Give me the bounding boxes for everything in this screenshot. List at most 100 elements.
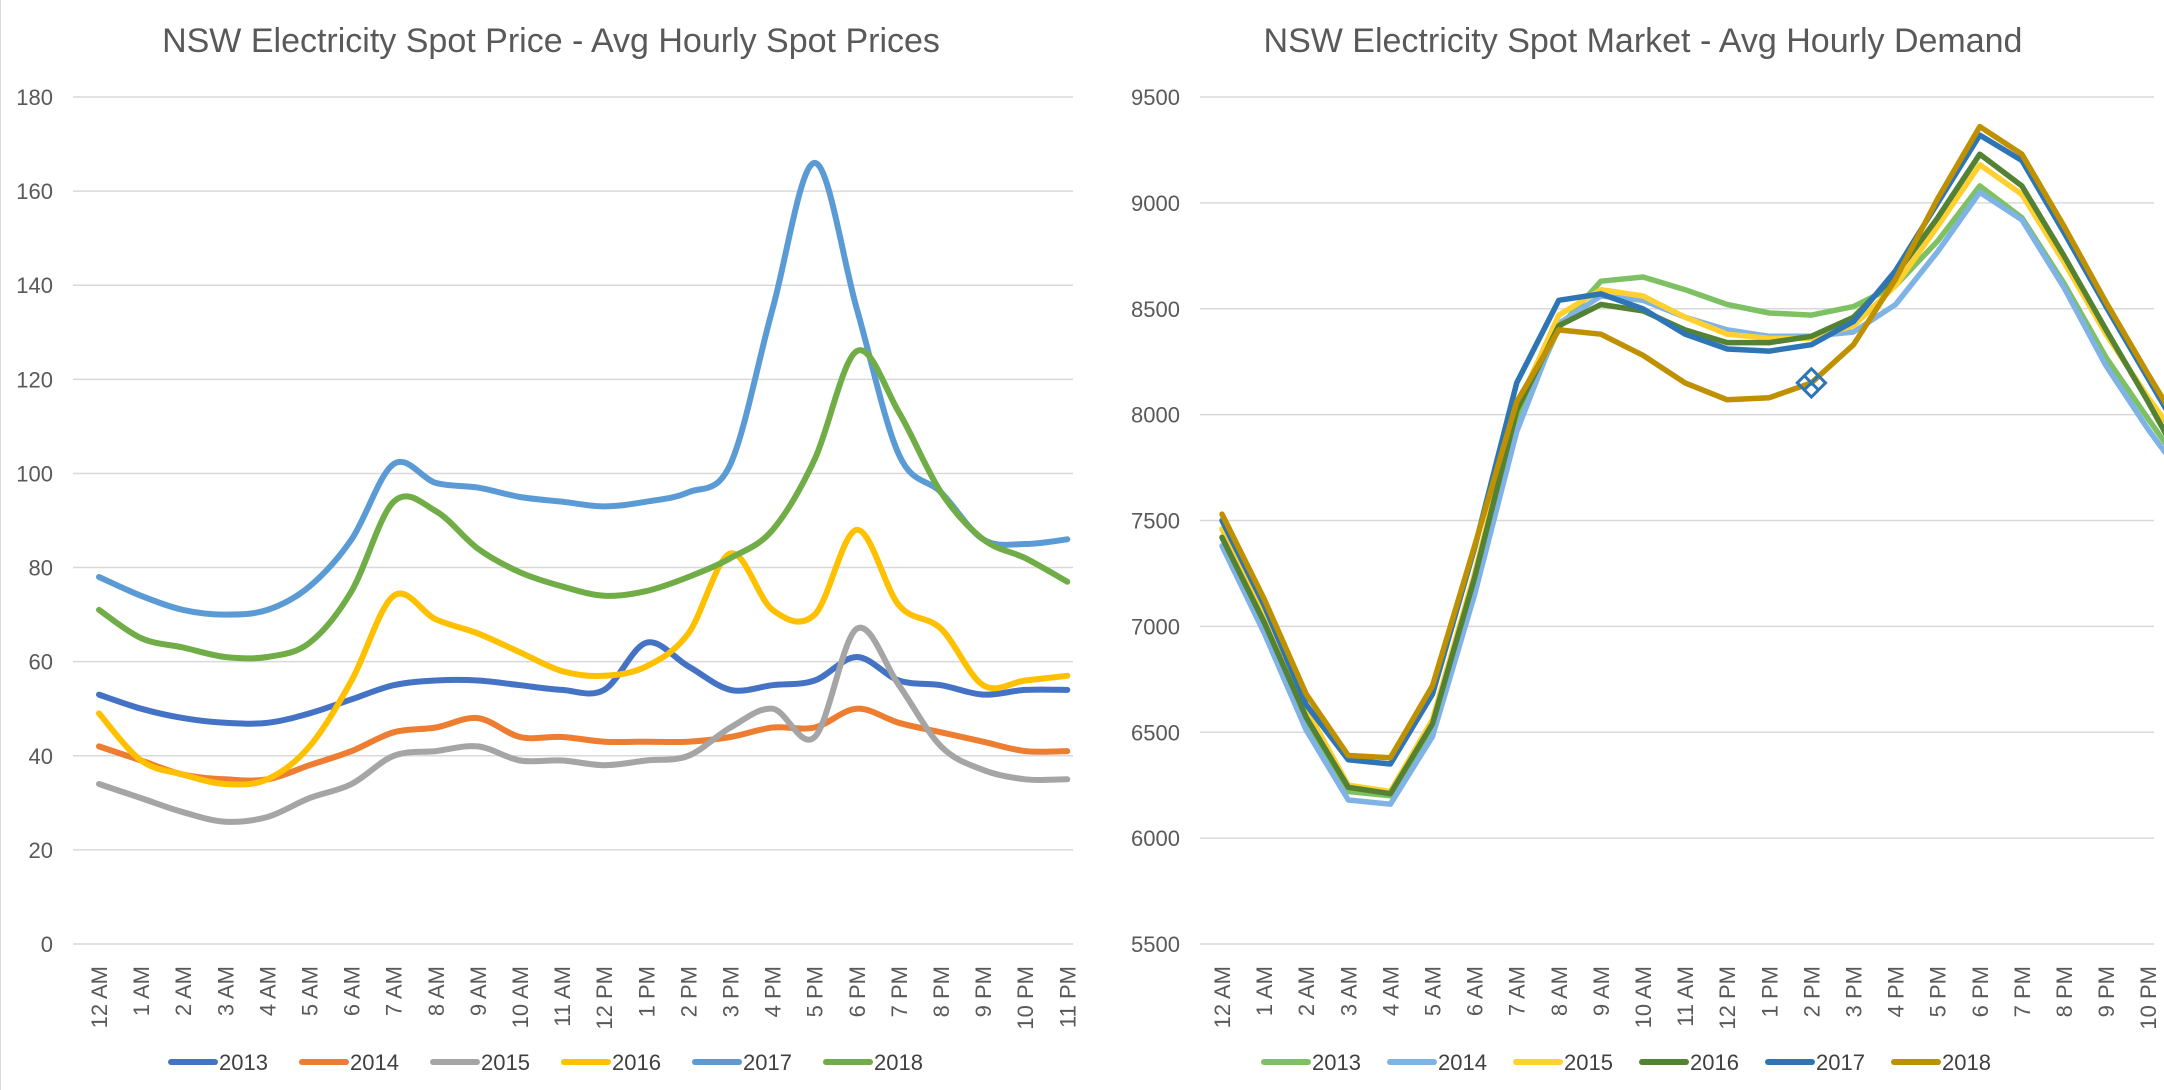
price-series-group [96,159,1071,825]
demand-y-tick-label: 5500 [1131,932,1180,957]
price-legend-item-2014[interactable]: 2014 [299,1050,399,1075]
demand-chart-panel: NSW Electricity Spot Market - Avg Hourly… [1082,0,2164,1090]
price-legend-item-2016[interactable]: 2016 [561,1050,661,1075]
demand-x-tick-label: 5 PM [1926,966,1951,1017]
demand-y-tick-label: 6000 [1131,826,1180,851]
demand-y-tick-label: 8000 [1131,403,1180,428]
price-legend-label: 2015 [481,1050,530,1075]
price-x-tick-label: 11 AM [550,966,575,1027]
demand-x-tick-label: 10 AM [1631,966,1656,1028]
price-legend-label: 2017 [743,1050,792,1075]
price-series-2013[interactable] [96,639,1071,727]
price-chart: NSW Electricity Spot Price - Avg Hourly … [16,22,1080,1075]
price-x-tick-label: 11 PM [1055,966,1080,1028]
price-legend-label: 2014 [350,1050,399,1075]
price-x-tick-label: 5 AM [298,966,323,1016]
demand-legend-item-2013[interactable]: 2013 [1261,1050,1361,1075]
demand-legend-item-2017[interactable]: 2017 [1765,1050,1865,1075]
demand-legend-label: 2014 [1438,1050,1487,1075]
demand-x-tick-label: 4 PM [1884,966,1909,1017]
selection-handle-cross-b [1802,373,1821,392]
price-x-tick-label: 1 AM [129,966,154,1016]
demand-legend-label: 2013 [1312,1050,1361,1075]
demand-gridlines [1200,96,2154,945]
price-series-2016[interactable] [96,526,1071,788]
demand-legend: 2013 2014 2015 2016 2017 2018 [1261,1050,1991,1075]
price-x-tick-label: 7 PM [887,966,912,1017]
price-legend-label: 2016 [612,1050,661,1075]
price-series-2015[interactable] [96,624,1071,825]
demand-x-tick-label: 9 PM [2094,966,2119,1017]
price-x-axis: 12 AM 1 AM 2 AM 3 AM 4 AM 5 AM 6 AM 7 AM 8 AM 9 A… [87,966,1080,1030]
demand-legend-label: 2018 [1942,1050,1991,1075]
price-legend-item-2013[interactable]: 2013 [168,1050,268,1075]
price-series-2017[interactable] [96,159,1071,618]
demand-x-tick-label: 3 PM [1842,966,1867,1017]
demand-legend-label: 2016 [1690,1050,1739,1075]
price-gridlines [73,96,1073,945]
price-x-tick-label: 9 PM [971,966,996,1017]
demand-y-tick-label: 9500 [1131,85,1180,110]
price-y-tick-label: 20 [29,838,53,863]
demand-x-tick-label: 6 PM [1968,966,1993,1017]
demand-legend-label: 2017 [1816,1050,1865,1075]
demand-legend-item-2016[interactable]: 2016 [1639,1050,1739,1075]
price-x-tick-label: 12 PM [592,966,617,1030]
price-x-tick-label: 6 PM [845,966,870,1017]
demand-y-tick-label: 9000 [1131,191,1180,216]
demand-x-tick-label: 7 AM [1505,966,1530,1016]
demand-x-tick-label: 8 PM [2052,966,2077,1017]
demand-x-tick-label: 7 PM [2010,966,2035,1017]
demand-series-2015[interactable] [1219,162,2164,795]
demand-x-tick-label: 3 AM [1336,966,1361,1016]
demand-x-tick-label: 2 AM [1294,966,1319,1016]
demand-x-tick-label: 4 AM [1378,966,1403,1016]
price-x-tick-label: 9 AM [466,966,491,1016]
price-legend-item-2018[interactable]: 2018 [823,1050,923,1075]
price-x-tick-label: 4 AM [255,966,280,1016]
demand-y-tick-label: 7000 [1131,614,1180,639]
price-y-tick-label: 40 [29,744,53,769]
price-x-tick-label: 12 AM [87,966,112,1028]
demand-y-tick-label: 7500 [1131,509,1180,534]
demand-y-tick-label: 6500 [1131,720,1180,745]
demand-legend-label: 2015 [1564,1050,1613,1075]
price-y-tick-label: 0 [41,932,53,957]
price-x-tick-label: 1 PM [634,966,659,1017]
demand-y-tick-label: 8500 [1131,297,1180,322]
demand-series-2013[interactable] [1219,183,2164,799]
price-y-tick-label: 100 [16,461,53,486]
selection-handle-icon[interactable] [1795,366,1828,400]
price-x-tick-label: 7 AM [382,966,407,1016]
price-legend-item-2015[interactable]: 2015 [430,1050,530,1075]
price-legend-label: 2013 [219,1050,268,1075]
demand-x-tick-label: 1 AM [1252,966,1277,1016]
price-x-tick-label: 2 PM [676,966,701,1017]
price-legend-item-2017[interactable]: 2017 [692,1050,792,1075]
demand-series-2017[interactable] [1219,132,2164,767]
price-legend-label: 2018 [874,1050,923,1075]
demand-x-tick-label: 12 AM [1210,966,1235,1028]
demand-x-tick-label: 8 AM [1547,966,1572,1016]
price-y-tick-label: 120 [16,367,53,392]
demand-series-2016[interactable] [1219,151,2164,797]
demand-x-tick-label: 6 AM [1463,966,1488,1016]
demand-legend-item-2018[interactable]: 2018 [1891,1050,1991,1075]
price-y-tick-label: 60 [29,650,53,675]
price-chart-panel: NSW Electricity Spot Price - Avg Hourly … [0,0,1082,1090]
price-y-tick-label: 80 [29,556,53,581]
demand-series-2014[interactable] [1219,189,2164,807]
demand-legend-item-2015[interactable]: 2015 [1513,1050,1613,1075]
demand-x-tick-label: 2 PM [1799,966,1824,1017]
demand-series-2018[interactable] [1219,123,2164,761]
price-x-tick-label: 3 AM [213,966,238,1016]
demand-y-axis: 5500 6000 6500 7000 7500 8000 8500 9000 9500 [1131,85,1180,957]
price-legend: 2013 2014 2015 2016 2017 2018 [168,1050,923,1075]
price-x-tick-label: 6 AM [340,966,365,1016]
price-x-tick-label: 8 PM [929,966,954,1017]
price-y-axis: 0 20 40 60 80 100 120 140 160 180 [16,85,53,957]
price-series-2018[interactable] [96,347,1071,662]
price-x-tick-label: 8 AM [424,966,449,1016]
demand-legend-item-2014[interactable]: 2014 [1387,1050,1487,1075]
demand-x-tick-label: 5 AM [1421,966,1446,1016]
